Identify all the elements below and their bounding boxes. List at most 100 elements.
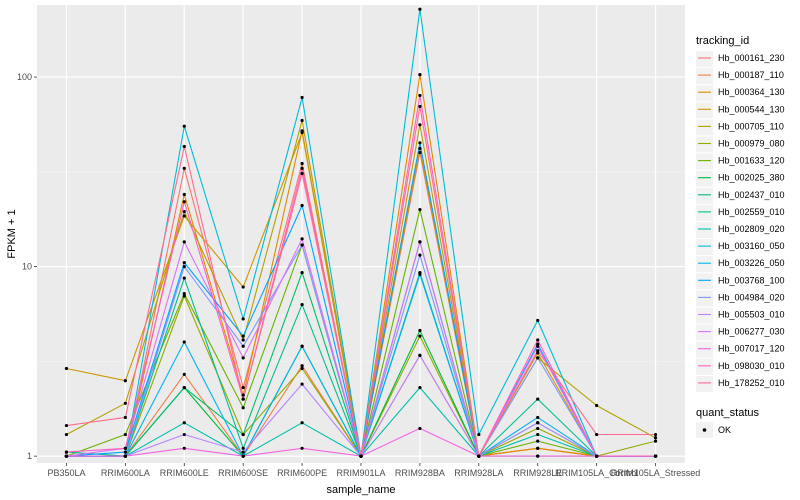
axes: 1 10 100 PB350LA RRIM600LA RRIM600LE RRIM600SE…	[17, 72, 700, 478]
data-point	[536, 432, 540, 437]
data-point	[536, 421, 540, 425]
legend-key-background	[696, 136, 713, 153]
legend-key-background	[696, 170, 713, 187]
data-point	[241, 446, 245, 450]
data-point	[595, 432, 599, 437]
x-axis-title: sample_name	[326, 484, 395, 496]
data-point	[653, 454, 658, 458]
data-point	[182, 340, 186, 344]
y-tick-label: 10	[22, 262, 32, 272]
x-tick-label: RRIM600PE	[277, 468, 327, 478]
legend-key-background	[696, 68, 713, 85]
data-point	[123, 454, 127, 458]
data-point	[182, 240, 186, 244]
legend-key-background	[696, 290, 713, 307]
data-point	[123, 446, 127, 450]
y-tick-label: 1	[27, 451, 32, 461]
data-point	[241, 285, 245, 289]
shape-legend-items: OK	[696, 422, 731, 438]
x-tick-label: RRIM600SE	[218, 468, 268, 478]
data-point	[418, 328, 422, 333]
data-point	[300, 364, 304, 368]
legend-key-background	[696, 324, 713, 341]
data-point	[418, 7, 422, 11]
legend-key-background	[696, 153, 713, 170]
data-point	[418, 150, 422, 155]
data-point	[300, 161, 304, 166]
data-point	[182, 372, 186, 376]
data-point	[182, 385, 186, 390]
data-point	[123, 415, 127, 420]
data-point	[418, 73, 422, 77]
data-point	[241, 338, 245, 342]
x-tick-label: RRIM928LE	[513, 468, 562, 478]
legend-label: Hb_000187_110	[718, 70, 784, 80]
legend-items: Hb_000161_230 Hb_000187_110 Hb_000364_130 H…	[696, 51, 785, 392]
data-point	[182, 124, 186, 128]
shape-legend-label: OK	[718, 425, 731, 435]
data-point	[123, 432, 127, 437]
x-tick-label: RRIM901LA	[336, 468, 385, 478]
legend-key-background	[696, 307, 713, 324]
legend-key-background	[696, 273, 713, 290]
data-point	[418, 104, 422, 109]
x-tick-label: RRIM928LA	[454, 468, 503, 478]
data-point	[536, 338, 540, 342]
data-point	[241, 397, 245, 401]
legend-label: Hb_002809_020	[718, 224, 785, 234]
data-point	[300, 203, 304, 208]
data-point	[241, 432, 245, 437]
data-point	[64, 432, 69, 437]
legend-key-background	[696, 239, 713, 256]
data-point	[182, 144, 186, 149]
data-point	[182, 192, 186, 197]
data-point	[300, 303, 304, 307]
legend-label: Hb_000705_110	[718, 121, 784, 131]
data-point	[241, 356, 245, 360]
legend-label: Hb_007017_120	[718, 344, 785, 354]
legend-key-background	[696, 51, 713, 67]
data-point	[536, 446, 540, 450]
legend: tracking_id Hb_000161_230Hb_000187_110Hb…	[696, 35, 785, 438]
data-points	[64, 7, 658, 458]
data-point	[536, 426, 540, 431]
data-point	[418, 253, 422, 257]
data-point	[182, 294, 186, 298]
data-point	[536, 439, 540, 443]
data-point	[300, 118, 304, 123]
data-point	[653, 432, 658, 437]
data-point	[300, 171, 304, 176]
data-point	[300, 344, 304, 348]
data-point	[241, 334, 245, 338]
legend-label: Hb_098030_010	[718, 361, 785, 371]
data-point	[418, 353, 422, 358]
shape-legend-title: quant_status	[696, 407, 759, 419]
x-tick-label: RRIM600LA	[101, 468, 150, 478]
x-tick-label: RRIM105LA_Stressed	[611, 468, 701, 478]
data-point	[182, 446, 186, 450]
legend-label: Hb_000364_130	[718, 87, 785, 97]
data-point	[418, 240, 422, 244]
legend-key-background	[696, 187, 713, 204]
legend-label: Hb_003160_050	[718, 241, 785, 251]
data-point	[418, 334, 422, 338]
legend-label: Hb_002025_380	[718, 173, 785, 183]
legend-label: Hb_000161_230	[718, 53, 785, 63]
data-point	[418, 93, 422, 98]
legend-label: Hb_005503_010	[718, 310, 785, 320]
legend-title: tracking_id	[696, 35, 749, 47]
data-point	[418, 146, 422, 151]
data-point	[241, 385, 245, 390]
data-point	[653, 436, 658, 440]
data-point	[182, 210, 186, 214]
data-point	[300, 270, 304, 275]
data-point	[418, 141, 422, 145]
legend-label: Hb_000544_130	[718, 104, 785, 114]
data-point	[241, 393, 245, 397]
data-point	[64, 366, 69, 371]
data-point	[241, 317, 245, 321]
legend-key-background	[696, 204, 713, 221]
legend-label: Hb_001633_120	[718, 156, 785, 166]
data-point	[418, 272, 422, 276]
